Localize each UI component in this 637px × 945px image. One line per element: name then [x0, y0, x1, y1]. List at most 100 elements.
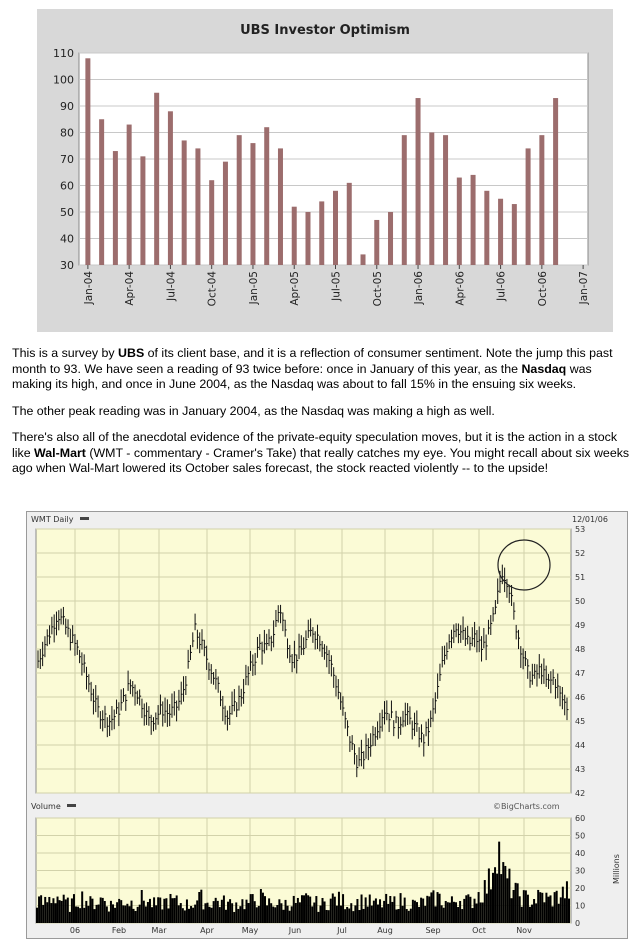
- y-tick-label: 110: [53, 47, 74, 60]
- ubs-bar: [264, 127, 270, 265]
- article-paragraph-2: The other peak reading was in January 20…: [12, 403, 495, 418]
- price-grid: [36, 528, 571, 794]
- ubs-bar: [388, 212, 394, 265]
- text-run: This is a survey by: [12, 346, 119, 360]
- price-tick-label: 51: [575, 573, 585, 582]
- highlight-circle: [497, 539, 551, 591]
- y-tick-label: 70: [60, 153, 74, 166]
- watermark: ©BigCharts.com: [493, 802, 560, 811]
- date-tick-label: Feb: [112, 926, 126, 935]
- ubs-bar: [181, 140, 187, 265]
- ubs-bar: [360, 254, 366, 265]
- y-tick-label: 60: [60, 180, 74, 193]
- y-tick-label: 50: [60, 206, 74, 219]
- ubs-bar: [470, 174, 476, 265]
- ubs-bar: [443, 135, 449, 265]
- x-tick-label: Jan-05: [248, 271, 260, 305]
- x-tick-label: Apr-04: [124, 271, 136, 306]
- article-paragraph-3: There's also all of the anecdotal eviden…: [12, 430, 634, 477]
- ubs-chart-panel: UBS Investor Optimism 30 40 50 60 70 80 90 100 1…: [37, 9, 613, 332]
- volume-axis-title: Millions: [612, 854, 621, 884]
- wmt-quote-link[interactable]: WMT: [93, 445, 123, 460]
- ubs-bar: [456, 177, 462, 265]
- y-tick-label: 90: [60, 100, 74, 113]
- date-tick-label: Oct: [472, 926, 486, 935]
- article-paragraph-1: This is a survey by UBS of its client ba…: [12, 346, 634, 393]
- price-tick-label: 46: [575, 693, 585, 702]
- y-tick-label: 100: [53, 74, 74, 87]
- bold-walmart: Wal-Mart: [34, 445, 86, 460]
- ubs-bar-chart: 30 40 50 60 70 80 90 100 110 Jan-04 Apr-04 Jul-04 Oc…: [53, 47, 590, 307]
- price-tick-label: 47: [575, 669, 585, 678]
- ubs-bar: [209, 180, 215, 265]
- ubs-bar: [346, 182, 352, 265]
- date-tick-label: May: [242, 926, 259, 935]
- ubs-bar: [112, 151, 118, 265]
- date-tick-label: Mar: [151, 926, 167, 935]
- ubs-bar: [85, 58, 91, 265]
- price-tick-label: 44: [575, 741, 585, 750]
- ubs-bar: [525, 148, 531, 265]
- ubs-bar: [277, 148, 283, 265]
- x-tick-label: Jan-06: [413, 271, 425, 306]
- wmt-chart-frame: WMT Daily 12/01/06 42 43 44 45 46 47 48 49 50 51 5…: [26, 511, 628, 939]
- volume-tick-label: 20: [575, 884, 585, 893]
- ubs-bar: [250, 143, 256, 265]
- price-tick-label: 45: [575, 717, 585, 726]
- volume-tick-label: 50: [575, 832, 585, 841]
- x-tick-label: Jul-05: [331, 271, 343, 302]
- price-series: [37, 564, 569, 778]
- volume-tick-label: 40: [575, 849, 585, 858]
- commentary-link[interactable]: commentary: [133, 445, 203, 460]
- text-run: of its client base, and it is a reflecti…: [12, 346, 613, 376]
- ubs-bar: [195, 148, 201, 265]
- article-body: This is a survey by UBS of its client ba…: [12, 346, 634, 488]
- y-tick-label: 80: [60, 127, 74, 140]
- collapse-icon[interactable]: [67, 804, 76, 807]
- volume-tick-label: 0: [575, 919, 580, 928]
- collapse-icon[interactable]: [80, 517, 89, 520]
- price-tick-label: 42: [575, 789, 585, 798]
- x-tick-label: Jan-04: [83, 271, 95, 306]
- ubs-bar: [222, 161, 228, 265]
- wmt-date: 12/01/06: [572, 515, 608, 524]
- text-run: ) that really catches my eye. You might …: [12, 445, 630, 476]
- price-tick-label: 48: [575, 645, 585, 654]
- volume-tick-label: 10: [575, 902, 585, 911]
- date-tick-label: Aug: [377, 926, 393, 935]
- x-tick-label: Apr-06: [454, 271, 466, 306]
- ubs-bar: [539, 135, 545, 265]
- ubs-bar: [553, 98, 559, 265]
- ubs-bar: [333, 190, 338, 265]
- ubs-chart-title: UBS Investor Optimism: [240, 23, 410, 38]
- x-tick-label: Jul-06: [496, 271, 508, 302]
- volume-label: Volume: [31, 802, 61, 811]
- ubs-bar: [484, 190, 490, 265]
- y-tick-label: 30: [60, 259, 74, 272]
- ubs-bar: [167, 111, 173, 265]
- cramers-take-link[interactable]: Cramer's Take: [213, 445, 293, 460]
- volume-series: [36, 841, 570, 923]
- price-tick-label: 53: [575, 525, 585, 534]
- x-tick-label: Oct-04: [207, 271, 219, 307]
- ubs-bar: [291, 206, 297, 265]
- date-tick-label: Apr: [200, 926, 215, 935]
- ubs-bar: [415, 98, 421, 265]
- date-tick-label: Jul: [336, 926, 347, 935]
- ubs-bar: [401, 135, 407, 265]
- x-tick-label: Oct-05: [372, 271, 384, 306]
- x-tick-label: Jul-04: [165, 271, 177, 302]
- text-run: -: [202, 445, 214, 460]
- x-tick-label: Jan-07: [578, 271, 590, 305]
- date-tick-label: 06: [70, 926, 80, 935]
- ubs-bar: [429, 132, 435, 265]
- ubs-bar: [305, 212, 311, 265]
- ubs-bar: [99, 119, 105, 265]
- x-tick-label: Oct-06: [537, 271, 549, 307]
- bold-nasdaq: Nasdaq: [521, 361, 567, 376]
- ubs-bar: [374, 219, 380, 265]
- wmt-header-label: WMT Daily: [31, 515, 74, 524]
- date-tick-label: Sep: [425, 926, 440, 935]
- price-tick-label: 50: [575, 597, 585, 606]
- volume-tick-label: 60: [575, 814, 585, 823]
